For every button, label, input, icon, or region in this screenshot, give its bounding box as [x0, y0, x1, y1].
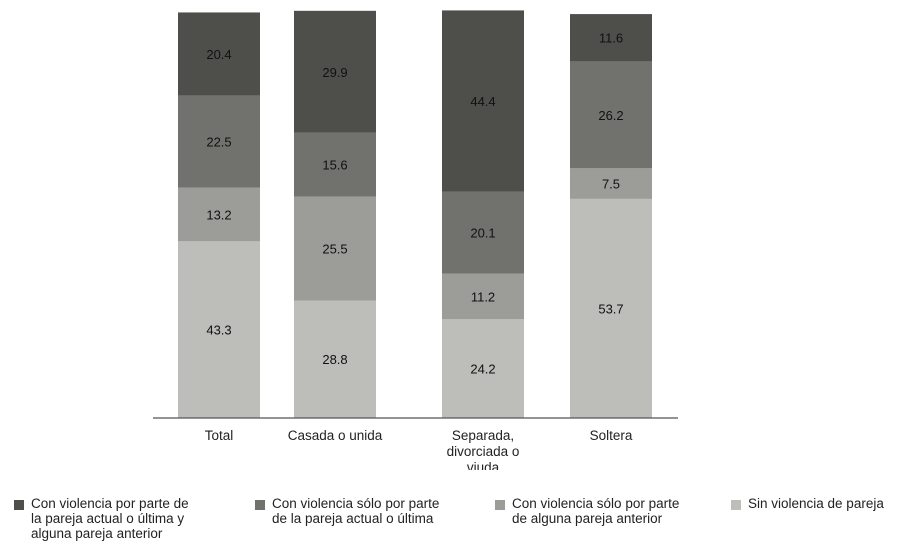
bar-segment — [570, 61, 652, 169]
legend-swatch — [731, 500, 741, 510]
bar-segment — [294, 10, 376, 133]
legend-label: Sin violencia de pareja — [748, 496, 884, 511]
legend-label: Con violencia sólo por parte de alguna p… — [512, 496, 680, 526]
bar-segment — [178, 95, 260, 188]
legend: Con violencia por parte de la pareja act… — [0, 496, 899, 547]
data-label: 29.9 — [322, 65, 347, 80]
data-label: 28.8 — [322, 352, 347, 367]
legend-swatch — [14, 500, 24, 510]
category-label: Soltera — [590, 428, 633, 443]
legend-swatch — [255, 500, 265, 510]
bar-segment — [178, 241, 260, 418]
bar-segment — [178, 12, 260, 96]
bar-segment — [570, 198, 652, 418]
data-label: 20.4 — [206, 47, 231, 62]
bar-group-separada-divorciada-o-viuda: 24.2 11.2 20.1 44.4 — [442, 10, 524, 418]
data-label: 26.2 — [598, 108, 623, 123]
category-label: Casada o unida — [288, 428, 383, 443]
bar-segment — [294, 196, 376, 301]
bar-group-casada-o-unida: 28.8 25.5 15.6 29.9 — [294, 10, 376, 418]
legend-item: Sin violencia de pareja — [731, 496, 884, 511]
bar-group-total: 43.3 13.2 22.5 20.4 — [178, 12, 260, 418]
legend-swatch — [495, 500, 505, 510]
data-label: 24.2 — [470, 362, 495, 377]
bar-segment — [294, 300, 376, 418]
data-label: 25.5 — [322, 241, 347, 256]
stacked-bar-chart: 43.3 13.2 22.5 20.4 Total 28.8 25.5 15.6 29.9 Cas… — [153, 10, 678, 470]
data-label: 7.5 — [602, 177, 620, 192]
data-label: 20.1 — [470, 226, 495, 241]
bar-segment — [442, 191, 524, 274]
legend-item: Con violencia sólo por parte de alguna p… — [495, 496, 679, 526]
data-label: 44.4 — [470, 94, 495, 109]
bar-group-soltera: 53.7 7.5 26.2 11.6 — [570, 14, 652, 418]
legend-item: Con violencia por parte de la pareja act… — [14, 496, 189, 541]
category-label: Total — [205, 428, 234, 443]
data-label: 43.3 — [206, 323, 231, 338]
legend-label: Con violencia sólo por parte de la parej… — [272, 496, 440, 526]
data-label: 11.2 — [471, 289, 495, 304]
legend-item: Con violencia sólo por parte de la parej… — [255, 496, 439, 526]
bar-segment — [442, 319, 524, 418]
category-label: Separada, divorciada o viuda — [447, 428, 520, 470]
legend-label: Con violencia por parte de la pareja act… — [31, 496, 189, 541]
bar-segment — [294, 132, 376, 197]
data-label: 13.2 — [206, 207, 231, 222]
data-label: 15.6 — [322, 158, 347, 173]
data-label: 53.7 — [598, 301, 623, 316]
data-label: 11.6 — [599, 31, 623, 46]
bar-segment — [442, 10, 524, 192]
bar-segment — [570, 168, 652, 199]
data-label: 22.5 — [206, 135, 231, 150]
bar-segment — [570, 14, 652, 62]
bar-segment — [178, 187, 260, 242]
bar-segment — [442, 273, 524, 320]
